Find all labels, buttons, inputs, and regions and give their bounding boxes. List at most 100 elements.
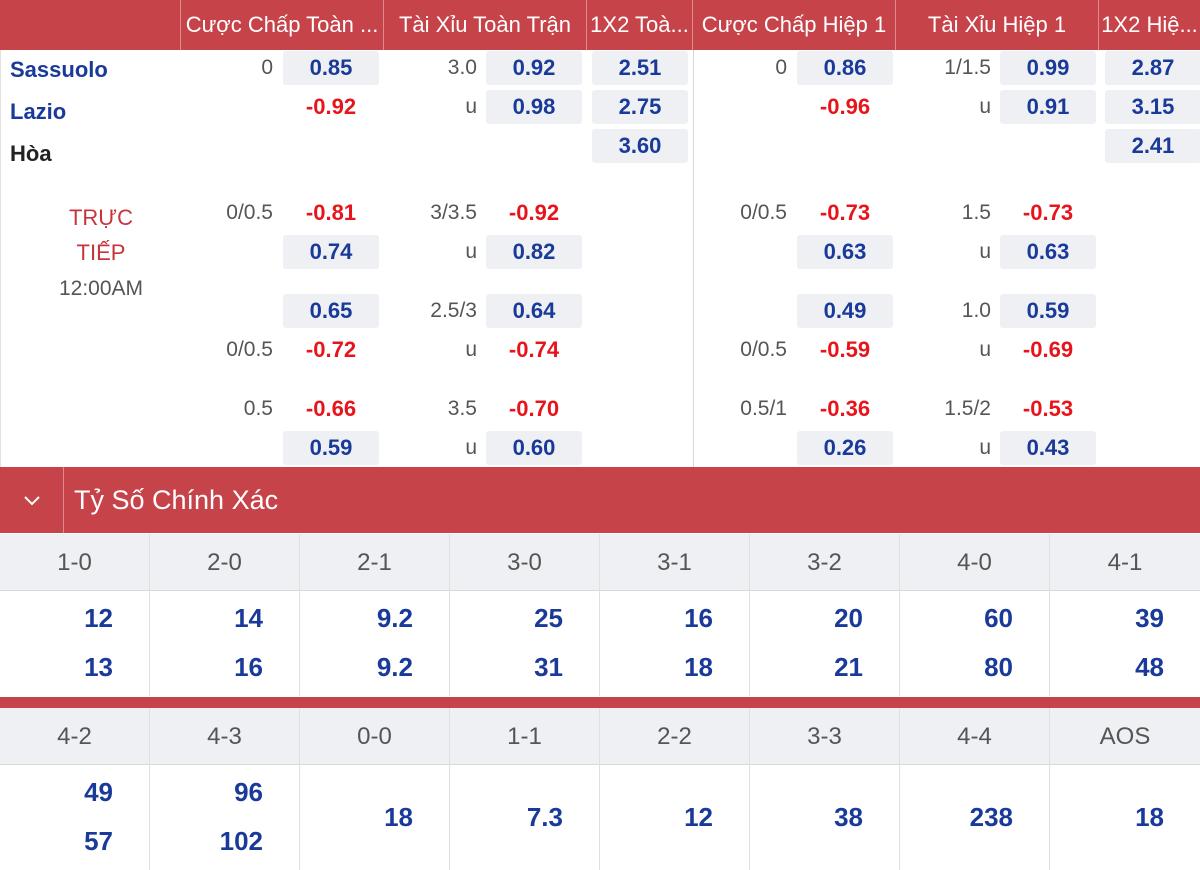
- h1-handicap-home-odds[interactable]: -0.36: [819, 396, 871, 421]
- ft-over-odds[interactable]: 0.92: [486, 51, 582, 85]
- score-label: 2-2: [600, 708, 749, 765]
- h1-handicap-home-odds[interactable]: 0.86: [797, 51, 893, 85]
- score-odds-away[interactable]: 18: [684, 652, 713, 682]
- ft-1x2-draw-odds[interactable]: 3.60: [592, 129, 688, 163]
- ft-under-odds[interactable]: 0.82: [486, 235, 582, 269]
- ft-handicap-away-odds[interactable]: -0.72: [305, 337, 357, 362]
- score-odds-draw[interactable]: 238: [969, 802, 1013, 832]
- score-odds-home[interactable]: 49: [84, 777, 113, 807]
- ft-1x2-away-odds[interactable]: 2.75: [592, 90, 688, 124]
- ft-over-odds[interactable]: -0.92: [508, 200, 560, 225]
- score-odds-draw[interactable]: 38: [834, 802, 863, 832]
- ft-handicap-line: 0.5: [243, 397, 273, 420]
- ft-handicap-home-odds[interactable]: 0.85: [283, 51, 379, 85]
- h1-over-odds[interactable]: 0.59: [1000, 294, 1096, 328]
- ft-under-odds[interactable]: 0.98: [486, 90, 582, 124]
- ft-over-under-line: 2.5/3: [430, 299, 477, 322]
- h1-under-odds[interactable]: -0.69: [1022, 337, 1074, 362]
- h1-handicap-home-odds[interactable]: 0.49: [797, 294, 893, 328]
- score-odds-home[interactable]: 9.2: [376, 603, 413, 633]
- ft-under-marker: u: [465, 240, 477, 263]
- score-odds-away[interactable]: 9.2: [376, 652, 413, 682]
- team-home-name[interactable]: Sassuolo: [10, 57, 108, 82]
- score-odds-home[interactable]: 96: [234, 777, 263, 807]
- h1-1x2-away-odds[interactable]: 3.15: [1105, 90, 1200, 124]
- score-odds-away[interactable]: 13: [84, 652, 113, 682]
- h1-under-odds[interactable]: 0.63: [1000, 235, 1096, 269]
- h1-over-odds[interactable]: 0.99: [1000, 51, 1096, 85]
- score-cell: 3-0 25 31: [450, 534, 600, 696]
- h1-over-odds[interactable]: -0.73: [1022, 200, 1074, 225]
- score-odds-home[interactable]: 60: [984, 603, 1013, 633]
- correct-score-header[interactable]: Tỷ Số Chính Xác: [0, 467, 1200, 533]
- ft-under-odds[interactable]: -0.74: [508, 337, 560, 362]
- score-cell: 2-1 9.2 9.2: [300, 534, 450, 696]
- team-away-name[interactable]: Lazio: [10, 99, 67, 124]
- correct-score-row-1: 1-0 12 13 2-0 14 16 2-1 9.2 9.2 3-0 25 3…: [0, 534, 1200, 696]
- score-odds-group: 18: [1050, 765, 1200, 870]
- header-ft-1x2[interactable]: 1X2 Toà...: [586, 0, 692, 50]
- score-odds-away[interactable]: 31: [534, 652, 563, 682]
- ft-handicap-home-odds[interactable]: 0.65: [283, 294, 379, 328]
- section-divider: [0, 697, 1200, 709]
- h1-under-odds[interactable]: 0.43: [1000, 431, 1096, 465]
- h1-handicap-away-odds[interactable]: -0.96: [819, 94, 871, 119]
- score-odds-draw[interactable]: 7.3: [526, 802, 563, 832]
- ft-under-marker: u: [465, 436, 477, 459]
- score-odds-away[interactable]: 48: [1135, 652, 1164, 682]
- h1-1x2-home-odds[interactable]: 2.87: [1105, 51, 1200, 85]
- ft-over-under-line: 3.5: [447, 397, 477, 420]
- ft-handicap-away-odds[interactable]: 0.59: [283, 431, 379, 465]
- ft-handicap-away-odds[interactable]: 0.74: [283, 235, 379, 269]
- score-odds-group: 18: [300, 765, 449, 870]
- score-odds-group: 12 13: [0, 591, 149, 696]
- score-odds-draw[interactable]: 18: [384, 802, 413, 832]
- h1-handicap-away-odds[interactable]: 0.63: [797, 235, 893, 269]
- h1-under-odds[interactable]: 0.91: [1000, 90, 1096, 124]
- header-ft-over-under[interactable]: Tài Xỉu Toàn Trận: [383, 0, 586, 50]
- collapse-toggle[interactable]: [0, 467, 64, 533]
- score-label: 3-2: [750, 534, 899, 591]
- ft-handicap-home-odds[interactable]: -0.66: [305, 396, 357, 421]
- score-odds-group: 20 21: [750, 591, 899, 696]
- score-odds-home[interactable]: 25: [534, 603, 563, 633]
- header-h1-handicap[interactable]: Cược Chấp Hiệp 1: [692, 0, 895, 50]
- ft-over-odds[interactable]: 0.64: [486, 294, 582, 328]
- ft-under-odds[interactable]: 0.60: [486, 431, 582, 465]
- score-cell: 4-4 238: [900, 708, 1050, 870]
- ft-handicap-home-odds[interactable]: -0.81: [305, 200, 357, 225]
- score-cell: 4-1 39 48: [1050, 534, 1200, 696]
- score-odds-away[interactable]: 21: [834, 652, 863, 682]
- score-odds-home[interactable]: 20: [834, 603, 863, 633]
- score-odds-draw[interactable]: 12: [684, 802, 713, 832]
- ft-handicap-line: 0/0.5: [226, 338, 273, 361]
- score-odds-away[interactable]: 16: [234, 652, 263, 682]
- score-cell: 0-0 18: [300, 708, 450, 870]
- header-h1-over-under[interactable]: Tài Xỉu Hiệp 1: [895, 0, 1098, 50]
- h1-handicap-home-odds[interactable]: -0.73: [819, 200, 871, 225]
- ft-over-odds[interactable]: -0.70: [508, 396, 560, 421]
- score-odds-other[interactable]: 18: [1135, 802, 1164, 832]
- h1-handicap-away-odds[interactable]: -0.59: [819, 337, 871, 362]
- score-odds-group: 39 48: [1050, 591, 1200, 696]
- h1-over-under-line: 1.5/2: [944, 397, 991, 420]
- score-label: 3-0: [450, 534, 599, 591]
- score-cell: 1-1 7.3: [450, 708, 600, 870]
- live-status-line2: TIẾP: [76, 240, 126, 265]
- score-odds-away[interactable]: 80: [984, 652, 1013, 682]
- header-h1-1x2[interactable]: 1X2 Hiệ...: [1098, 0, 1200, 50]
- h1-under-marker: u: [979, 338, 991, 361]
- score-odds-home[interactable]: 12: [84, 603, 113, 633]
- ft-handicap-away-odds[interactable]: -0.92: [305, 94, 357, 119]
- score-odds-away[interactable]: 102: [219, 826, 263, 856]
- h1-over-odds[interactable]: -0.53: [1022, 396, 1074, 421]
- header-ft-handicap[interactable]: Cược Chấp Toàn ...: [180, 0, 383, 50]
- h1-1x2-draw-odds[interactable]: 2.41: [1105, 129, 1200, 163]
- score-odds-home[interactable]: 16: [684, 603, 713, 633]
- h1-handicap-away-odds[interactable]: 0.26: [797, 431, 893, 465]
- live-status-line1: TRỰC: [68, 205, 133, 230]
- ft-1x2-home-odds[interactable]: 2.51: [592, 51, 688, 85]
- score-odds-home[interactable]: 39: [1135, 603, 1164, 633]
- score-odds-away[interactable]: 57: [84, 826, 113, 856]
- score-odds-home[interactable]: 14: [234, 603, 263, 633]
